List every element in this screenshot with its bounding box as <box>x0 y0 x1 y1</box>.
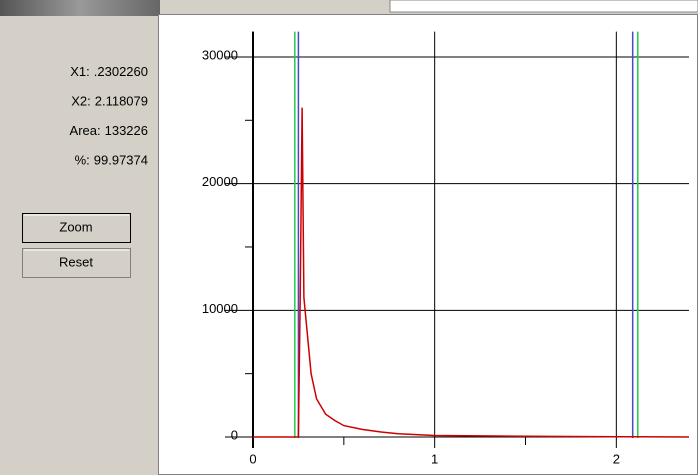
buttons: Zoom Reset <box>22 213 131 278</box>
readout: %: 99.97374 <box>75 153 148 168</box>
button-label[interactable]: Zoom <box>59 219 92 234</box>
y-tick-label: 0 <box>231 427 238 442</box>
x-tick-label: 2 <box>613 451 620 466</box>
y-tick-label: 10000 <box>202 301 238 316</box>
x-tick-label: 0 <box>249 451 256 466</box>
top-strip <box>389 0 698 13</box>
readout-label: X1: <box>70 64 90 79</box>
readout: X1: .2302260 <box>70 64 148 79</box>
readout: X2: 2.118079 <box>71 94 148 109</box>
readout-value: 99.97374 <box>94 153 148 168</box>
button-face[interactable] <box>22 248 131 278</box>
button-label[interactable]: Reset <box>59 254 93 269</box>
readout-label: X2: <box>71 94 91 109</box>
button[interactable]: Reset <box>22 248 131 278</box>
readout-value: 133226 <box>105 123 148 138</box>
button-face[interactable] <box>22 213 131 243</box>
image-strip <box>0 0 160 16</box>
plot: 0 10000 20000 30000 0 1 2 <box>202 31 690 466</box>
data-line <box>253 107 690 438</box>
readout-value: 2.118079 <box>95 94 148 109</box>
readout: Area: 133226 <box>70 123 148 138</box>
x-tick-label: 1 <box>431 451 438 466</box>
readout-label: Area: <box>70 123 101 138</box>
y-tick-label: 30000 <box>202 47 238 62</box>
y-tick-label: 20000 <box>202 174 238 189</box>
readout-label: %: <box>75 153 90 168</box>
button[interactable]: Zoom <box>22 213 131 243</box>
readout-value: .2302260 <box>94 64 148 79</box>
chart-frame <box>158 14 698 475</box>
